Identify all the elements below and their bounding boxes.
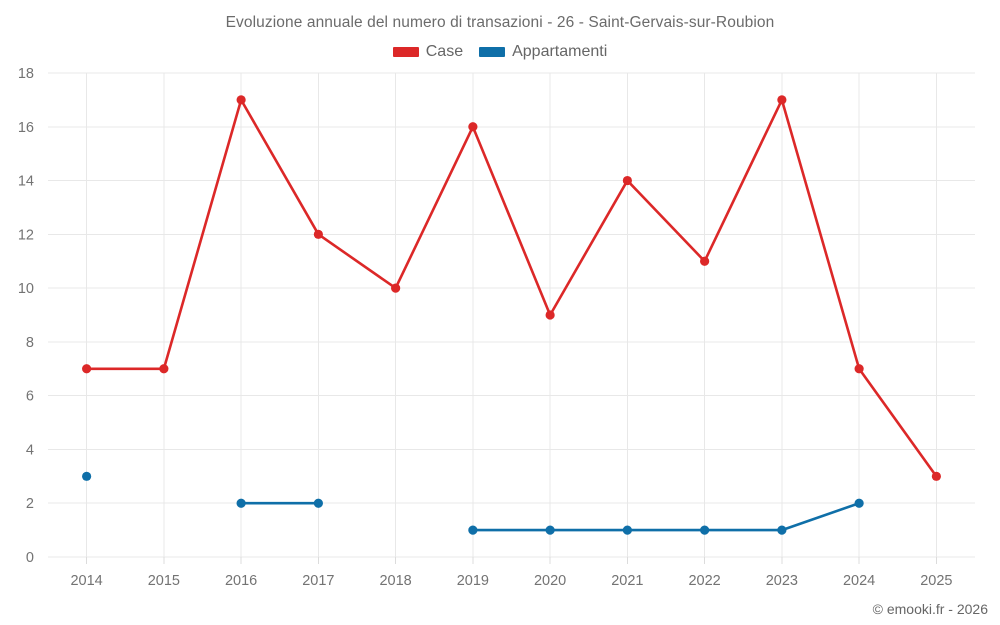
y-axis-ticks: 0 2 4 6 8 10 12 14 16 18 [18, 66, 34, 566]
data-point-case[interactable] [82, 364, 92, 374]
data-point-case[interactable] [468, 122, 478, 132]
y-axis-tick-label: 0 [26, 550, 34, 566]
data-point-appartamenti[interactable] [82, 471, 92, 481]
legend-label-case: Case [425, 43, 464, 60]
legend-item-case[interactable]: Case [392, 43, 464, 61]
x-axis-tick-label: 2016 [225, 573, 257, 589]
data-point-case[interactable] [159, 364, 169, 374]
x-axis-tick-label: 2018 [379, 573, 411, 589]
x-axis-tick-label: 2024 [843, 573, 875, 589]
series-line-case [85, 98, 938, 478]
data-point-appartamenti[interactable] [700, 525, 710, 535]
y-axis-tick-label: 10 [18, 281, 34, 297]
x-axis-ticks: 2014 2015 2016 2017 2018 2019 2020 2021 2022 2023… [70, 557, 953, 589]
x-axis-tick-label: 2014 [70, 573, 102, 589]
data-point-appartamenti[interactable] [313, 498, 323, 508]
chart-title: Evoluzione annuale del numero di transaz… [225, 14, 775, 31]
data-point-case[interactable] [700, 256, 710, 266]
data-point-appartamenti[interactable] [622, 525, 632, 535]
grid-lines [48, 72, 975, 558]
data-point-case[interactable] [391, 283, 401, 293]
x-axis-tick-label: 2015 [148, 573, 180, 589]
data-point-appartamenti[interactable] [236, 498, 246, 508]
y-axis-tick-label: 4 [26, 442, 34, 458]
data-point-case[interactable] [236, 95, 246, 105]
x-axis-tick-label: 2023 [766, 573, 798, 589]
x-axis-tick-label: 2022 [688, 573, 720, 589]
data-point-case[interactable] [313, 229, 323, 239]
series-line-appartamenti [471, 501, 861, 532]
data-point-appartamenti[interactable] [854, 498, 864, 508]
x-axis-tick-label: 2017 [302, 573, 334, 589]
data-point-case[interactable] [622, 175, 632, 186]
legend-item-appartamenti[interactable]: Appartamenti [479, 43, 607, 61]
y-axis-tick-label: 12 [18, 227, 34, 243]
data-point-appartamenti[interactable] [468, 525, 478, 535]
x-axis-tick-label: 2019 [457, 573, 489, 589]
data-point-appartamenti[interactable] [777, 525, 787, 535]
chart-legend: Case Appartamenti [0, 43, 1000, 61]
data-point-case[interactable] [931, 471, 941, 481]
legend-swatch-appartamenti [479, 47, 506, 57]
y-axis-tick-label: 16 [18, 120, 34, 136]
y-axis-tick-label: 8 [26, 335, 34, 351]
data-point-appartamenti[interactable] [545, 525, 555, 535]
y-axis-tick-label: 2 [26, 496, 34, 512]
x-axis-tick-label: 2020 [534, 573, 566, 589]
copyright-footer: © emooki.fr - 2026 [872, 601, 988, 617]
legend-swatch-case [392, 47, 419, 57]
data-point-case[interactable] [545, 310, 555, 320]
legend-label-appartamenti: Appartamenti [512, 43, 608, 60]
y-axis-tick-label: 6 [26, 389, 34, 405]
y-axis-tick-label: 14 [18, 174, 34, 190]
data-point-case[interactable] [777, 95, 787, 105]
x-axis-tick-label: 2021 [611, 573, 643, 589]
y-axis-tick-label: 18 [18, 66, 34, 82]
x-axis-tick-label: 2025 [920, 573, 952, 589]
data-series-layer [82, 95, 941, 535]
data-point-case[interactable] [854, 364, 864, 374]
